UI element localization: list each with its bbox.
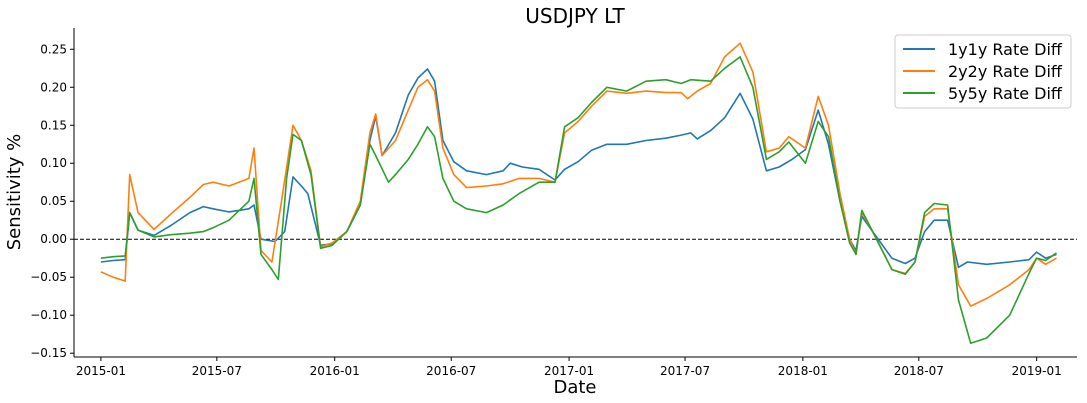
legend-label: 1y1y Rate Diff <box>948 40 1063 59</box>
x-tick-label: 2018-07 <box>894 364 944 378</box>
y-tick-label: 0.05 <box>40 194 67 208</box>
y-tick-label: 0.00 <box>40 232 67 246</box>
legend-label: 5y5y Rate Diff <box>948 84 1063 103</box>
x-tick-label: 2017-07 <box>660 364 710 378</box>
y-tick-label: −0.10 <box>30 308 67 322</box>
plot-area: −0.15 −0.10 −0.05 0.00 0.05 0.10 0.15 0.20 0.25 2… <box>30 28 1077 378</box>
legend-label: 2y2y Rate Diff <box>948 62 1063 81</box>
legend-box <box>894 34 1072 109</box>
x-tick-label: 2016-07 <box>426 364 476 378</box>
chart-title: USDJPY LT <box>525 4 625 28</box>
y-tick-label: −0.05 <box>30 270 67 284</box>
x-tick-label: 2015-07 <box>192 364 242 378</box>
x-axis-label: Date <box>553 377 596 398</box>
x-tick-label: 2018-01 <box>778 364 828 378</box>
y-tick-label: −0.15 <box>30 346 67 360</box>
x-tick-label: 2019-01 <box>1012 364 1062 378</box>
legend: 1y1y Rate Diff 2y2y Rate Diff 5y5y Rate Di… <box>894 34 1072 109</box>
y-tick-label: 0.15 <box>40 118 67 132</box>
series-line-3 <box>100 56 1057 345</box>
y-tick-label: 0.10 <box>40 156 67 170</box>
x-tick-label: 2016-01 <box>310 364 360 378</box>
y-tick-label: 0.20 <box>40 80 67 94</box>
x-tick-label: 2017-01 <box>544 364 594 378</box>
x-tick-label: 2015-01 <box>76 364 126 378</box>
y-tick-label: 0.25 <box>40 42 67 56</box>
y-axis-label: Sensitivity % <box>4 134 25 251</box>
